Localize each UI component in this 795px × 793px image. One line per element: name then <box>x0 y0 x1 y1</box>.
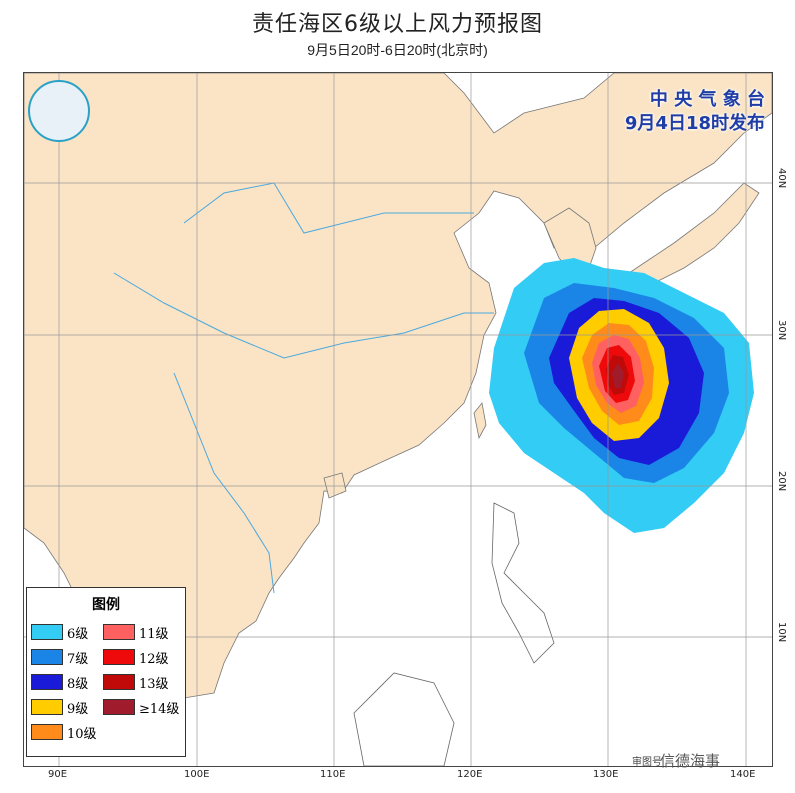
legend-title: 图例 <box>92 597 120 613</box>
lon-label: 90E <box>48 769 68 780</box>
legend-swatch <box>103 649 135 665</box>
land-hainan <box>323 472 347 499</box>
issue-time: 9月4日18时发布 <box>624 113 765 134</box>
lon-label: 130E <box>593 769 619 780</box>
legend-item: 9级 <box>31 699 89 717</box>
cma-logo-icon <box>28 80 90 142</box>
legend-swatch <box>31 649 63 665</box>
lat-label: 40N <box>776 168 787 189</box>
legend-swatch <box>31 724 63 740</box>
legend-swatch <box>31 699 63 715</box>
map-subtitle: 9月5日20时-6日20时(北京时) <box>307 42 488 58</box>
legend: 图例 6级 7级 8级 9级 10级 11级 12级 13级 ≥14级 <box>26 587 186 757</box>
legend-label: 8级 <box>67 676 89 692</box>
river-yellow <box>183 182 474 234</box>
legend-item: 11级 <box>103 624 169 642</box>
lon-label: 140E <box>730 769 756 780</box>
legend-label: 7级 <box>67 651 89 667</box>
map-title: 责任海区6级以上风力预报图 <box>252 12 543 37</box>
legend-label: 10级 <box>67 726 97 742</box>
watermark: 信德海事 <box>660 752 721 770</box>
lon-label: 110E <box>320 769 346 780</box>
legend-swatch <box>31 624 63 640</box>
issuer-name: 中 央 气 象 台 <box>649 89 765 110</box>
legend-item: 6级 <box>31 624 89 642</box>
land-borneo <box>353 672 455 766</box>
map-canvas <box>24 73 772 766</box>
legend-swatch <box>31 674 63 690</box>
lat-label: 20N <box>776 471 787 492</box>
river-mekong <box>173 372 275 594</box>
legend-item: 10级 <box>31 724 97 742</box>
issuer-block: 中 央 气 象 台 9月4日18时发布 <box>625 88 765 136</box>
legend-item: 13级 <box>103 674 169 692</box>
legend-label: 6级 <box>67 626 89 642</box>
map-footer: 审图号 <box>632 757 662 768</box>
legend-label: 12级 <box>139 651 169 667</box>
legend-swatch <box>103 699 135 715</box>
lat-label: 30N <box>776 320 787 341</box>
land-taiwan <box>473 402 487 440</box>
lat-label: 10N <box>776 622 787 643</box>
legend-label: ≥14级 <box>139 701 180 717</box>
legend-item: 8级 <box>31 674 89 692</box>
legend-swatch <box>103 624 135 640</box>
legend-label: 9级 <box>67 701 89 717</box>
land-philippines <box>491 502 555 664</box>
river-yangtze <box>113 272 494 359</box>
wind-zones <box>489 258 754 533</box>
lon-label: 120E <box>457 769 483 780</box>
legend-item: 12级 <box>103 649 169 667</box>
lon-label: 100E <box>184 769 210 780</box>
legend-item: 7级 <box>31 649 89 667</box>
legend-label: 11级 <box>139 626 169 642</box>
legend-swatch <box>103 674 135 690</box>
legend-label: 13级 <box>139 676 169 692</box>
legend-item: ≥14级 <box>103 699 180 717</box>
